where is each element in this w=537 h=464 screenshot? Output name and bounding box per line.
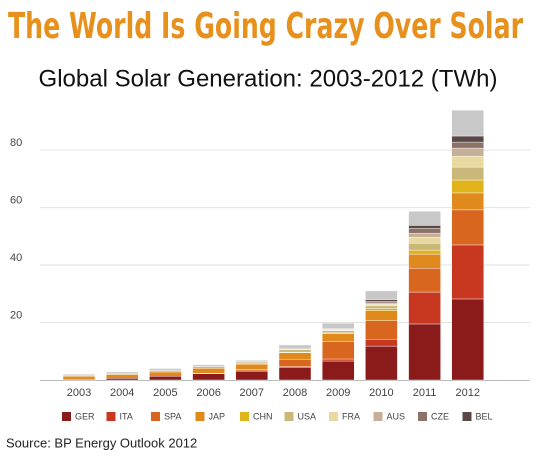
x-tick-label: 2009 xyxy=(326,387,350,399)
bar-segment xyxy=(451,109,484,137)
bar-segment xyxy=(408,268,441,293)
legend-label: CZE xyxy=(431,411,449,421)
bar-segment xyxy=(451,166,484,181)
x-tick-label: 2010 xyxy=(369,387,393,399)
bar-segment xyxy=(451,141,484,149)
bar-segment xyxy=(235,360,269,362)
x-tick-label: 2012 xyxy=(456,387,480,399)
bar-segment xyxy=(192,373,225,381)
legend-label: JAP xyxy=(209,411,226,421)
bar-segment xyxy=(149,368,182,371)
bar-segment xyxy=(149,370,182,373)
x-tick-label: 2004 xyxy=(110,387,134,399)
bar-segment xyxy=(322,322,355,329)
bar-segment xyxy=(278,344,312,350)
legend-label: BEL xyxy=(476,411,493,421)
chart-subtitle: Global Solar Generation: 2003-2012 (TWh) xyxy=(39,65,498,92)
bar-segment xyxy=(322,333,355,342)
legend-swatch xyxy=(462,412,472,421)
x-tick-label: 2003 xyxy=(67,387,91,399)
bar-segment xyxy=(451,209,484,246)
bar-segment xyxy=(235,369,269,372)
bar-segment xyxy=(105,371,139,374)
bar-segment xyxy=(192,368,225,374)
bar-segment xyxy=(278,352,312,360)
legend-label: AUS xyxy=(387,411,406,421)
legend-swatch xyxy=(62,412,71,421)
legend-label: GER xyxy=(75,411,95,421)
legend-swatch xyxy=(151,412,160,421)
bar-segment xyxy=(365,338,398,347)
legend-swatch xyxy=(195,412,205,421)
bar-segment xyxy=(408,211,441,226)
y-tick-label: 40 xyxy=(10,252,22,264)
bar-segment xyxy=(451,179,484,194)
y-tick-label: 20 xyxy=(10,309,22,321)
legend-label: ITA xyxy=(120,411,133,421)
legend-swatch xyxy=(106,412,116,421)
legend-label: CHN xyxy=(253,411,273,421)
x-tick-label: 2005 xyxy=(153,387,177,399)
bar-segment xyxy=(105,378,139,381)
bar-segment xyxy=(149,376,182,381)
legend-swatch xyxy=(284,412,294,421)
bar-segment xyxy=(408,249,441,255)
bar-segment xyxy=(322,330,355,334)
bar-segment xyxy=(365,308,398,311)
x-tick-label: 2007 xyxy=(240,387,264,399)
bar-segment xyxy=(322,360,355,381)
bar-segment xyxy=(235,370,269,381)
legend-label: SPA xyxy=(164,411,181,421)
bar-segment xyxy=(278,349,312,353)
bar-segment xyxy=(278,367,312,381)
bar-segment xyxy=(62,376,96,380)
source: Source: BP Energy Outlook 2012 xyxy=(6,435,197,450)
bar-segment xyxy=(408,232,441,238)
legend-swatch xyxy=(373,412,383,421)
bar-segment xyxy=(451,135,484,143)
bar-segment xyxy=(451,147,484,157)
bar-segment xyxy=(365,290,398,300)
bar-segment xyxy=(408,236,441,244)
bar-segment xyxy=(408,225,441,229)
legend-label: USA xyxy=(298,411,317,421)
bar-segment xyxy=(62,374,96,376)
bar-segment xyxy=(365,305,398,309)
bar-segment xyxy=(192,364,225,367)
bar-segment xyxy=(365,345,398,381)
bar-segment xyxy=(365,301,398,304)
bar-segment xyxy=(408,228,441,234)
bar-segment xyxy=(192,366,225,369)
bar-segment xyxy=(408,243,441,251)
bar-segment xyxy=(451,244,484,300)
bar-segment xyxy=(365,320,398,340)
y-tick-label: 60 xyxy=(10,194,22,206)
bar-segment xyxy=(105,374,139,379)
bar-segment xyxy=(149,371,182,377)
x-tick-label: 2011 xyxy=(413,387,437,399)
legend-swatch xyxy=(329,412,338,421)
bar-segment xyxy=(322,341,355,360)
bar-segment xyxy=(235,361,269,364)
bar-segment xyxy=(451,192,484,211)
bar-segment xyxy=(235,363,269,370)
x-tick-label: 2006 xyxy=(196,387,220,399)
bar-segment xyxy=(451,298,484,381)
legend-label: FRA xyxy=(342,411,360,421)
bar-segment xyxy=(408,253,441,269)
legend-swatch xyxy=(240,412,249,421)
bar-segment xyxy=(322,358,355,362)
y-tick-label: 80 xyxy=(10,137,22,149)
chart-title: The World Is Going Crazy Over Solar xyxy=(8,6,523,47)
bar-segment xyxy=(408,291,441,325)
bar-segment xyxy=(365,310,398,322)
legend-swatch xyxy=(418,412,427,421)
bar-segment xyxy=(365,303,398,307)
x-tick-label: 2008 xyxy=(283,387,307,399)
bar-segment xyxy=(278,359,312,367)
bar-segment xyxy=(365,299,398,302)
bar-segment xyxy=(408,323,441,381)
bar-segment xyxy=(451,155,484,168)
